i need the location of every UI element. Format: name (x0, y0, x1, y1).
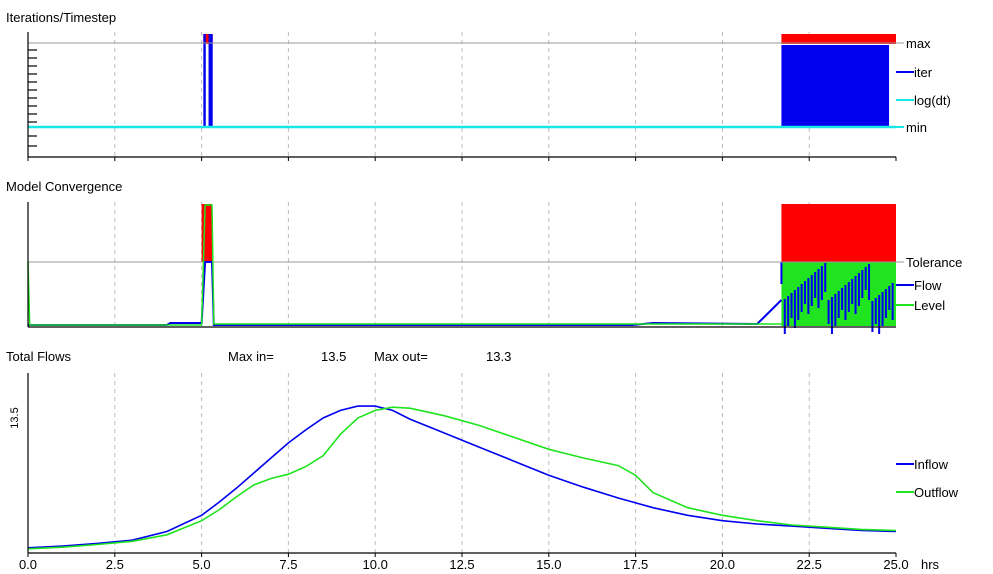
x-tick-label: 20.0 (710, 557, 735, 572)
outflow-series (27, 406, 897, 550)
iterations-title: Iterations/Timestep (6, 10, 116, 25)
total-flows-ylabel: 13.5 (9, 407, 21, 428)
total-flows-grid (114, 373, 810, 553)
convergence-title: Model Convergence (6, 179, 122, 194)
x-axis-unit: hrs (921, 557, 940, 572)
iterations-max-block (781, 34, 896, 44)
x-tick-label: 2.5 (106, 557, 124, 572)
convergence-legend-flow: Flow (914, 278, 942, 293)
total-flows-title: Total Flows (6, 349, 72, 364)
x-tick-label: 7.5 (279, 557, 297, 572)
iterations-iter-spike (203, 34, 206, 127)
max-in-value: 13.5 (321, 349, 346, 364)
convergence-grid (114, 202, 810, 327)
iterations-max-label: max (906, 36, 931, 51)
total-flows-panel: Total Flows Max in= 13.5 Max out= 13.3 1… (6, 349, 959, 572)
x-tick-label: 0.0 (19, 557, 37, 572)
x-tick-label: 10.0 (363, 557, 388, 572)
iterations-panel: Iterations/Timestep max iter log(dt) min (6, 10, 951, 161)
convergence-level-series (27, 204, 782, 326)
x-tick-labels: 0.0 2.5 5.0 7.5 10.0 12.5 15.0 17.5 20.0 22.5 25.0 (19, 557, 909, 572)
max-out-value: 13.3 (486, 349, 511, 364)
iterations-max-block (203, 34, 213, 44)
iterations-y-ticks (28, 49, 37, 147)
convergence-blocks (201, 204, 896, 334)
iterations-legend-iter: iter (914, 65, 933, 80)
x-tick-label: 5.0 (193, 557, 211, 572)
convergence-red-block (201, 204, 213, 262)
legend-inflow: Inflow (914, 457, 949, 472)
iterations-x-ticks (27, 157, 897, 161)
convergence-tolerance-label: Tolerance (906, 255, 962, 270)
iterations-legend-logdt: log(dt) (914, 93, 951, 108)
x-tick-label: 25.0 (883, 557, 908, 572)
iterations-min-label: min (906, 120, 927, 135)
max-out-label: Max out= (374, 349, 428, 364)
max-in-label: Max in= (228, 349, 274, 364)
total-flows-x-ticks (27, 553, 897, 557)
iterations-grid (114, 32, 810, 157)
convergence-panel: Model Convergence Tolerance Flow Level (6, 179, 962, 334)
convergence-legend-level: Level (914, 298, 945, 313)
convergence-red-block (781, 204, 896, 262)
convergence-flow-series (28, 261, 783, 326)
iterations-iter-spike (208, 34, 213, 127)
legend-outflow: Outflow (914, 485, 959, 500)
x-tick-label: 17.5 (623, 557, 648, 572)
x-tick-label: 15.0 (536, 557, 561, 572)
iterations-iter-block (781, 45, 890, 127)
iterations-blocks (203, 34, 896, 127)
x-tick-label: 22.5 (797, 557, 822, 572)
x-tick-label: 12.5 (449, 557, 474, 572)
